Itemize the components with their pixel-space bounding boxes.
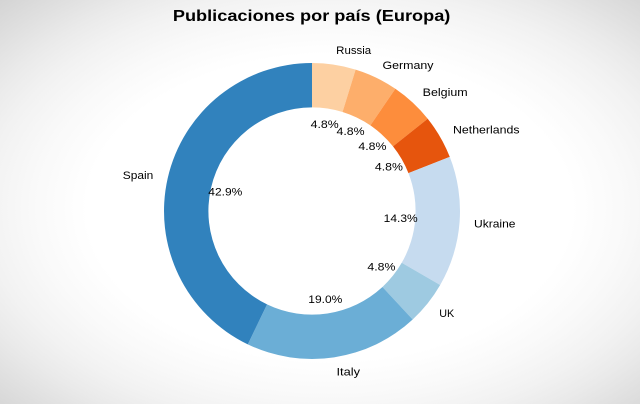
svg-text:Russia: Russia: [336, 45, 372, 57]
svg-text:Ukraine: Ukraine: [474, 219, 516, 231]
svg-text:UK: UK: [439, 308, 454, 320]
svg-text:Publicaciones por país (Europa: Publicaciones por país (Europa): [173, 8, 451, 25]
svg-text:Italy: Italy: [337, 366, 361, 378]
svg-text:14.3%: 14.3%: [384, 213, 418, 225]
svg-text:19.0%: 19.0%: [308, 294, 342, 306]
svg-text:4.8%: 4.8%: [311, 119, 339, 131]
svg-text:4.8%: 4.8%: [375, 162, 403, 174]
svg-text:Germany: Germany: [383, 60, 434, 72]
svg-text:4.8%: 4.8%: [358, 141, 386, 153]
svg-text:42.9%: 42.9%: [208, 187, 242, 199]
svg-text:Belgium: Belgium: [423, 87, 468, 99]
svg-text:Netherlands: Netherlands: [453, 124, 520, 136]
svg-text:Spain: Spain: [123, 170, 154, 182]
svg-text:4.8%: 4.8%: [337, 126, 365, 138]
svg-text:4.8%: 4.8%: [367, 261, 395, 273]
